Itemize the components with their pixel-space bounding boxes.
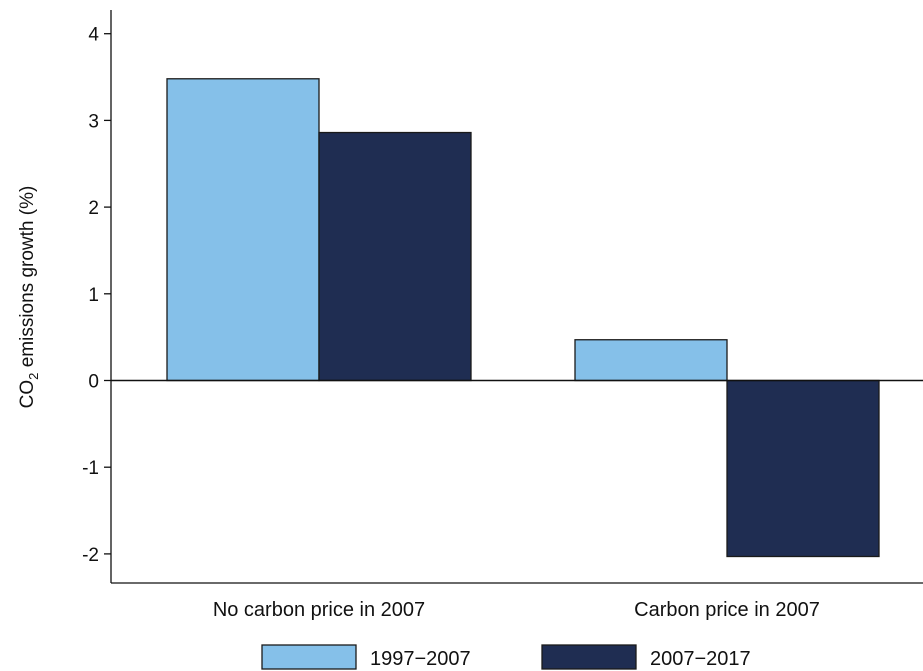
y-tick-label: 1 [88,285,99,306]
x-category-label: Carbon price in 2007 [634,599,820,621]
y-tick-label: 3 [88,111,99,132]
y-axis-title-prefix: CO [17,380,38,409]
y-axis-title-suffix: emissions growth (%) [17,186,38,373]
legend-swatch [261,644,357,670]
plot-area [111,78,923,558]
y-axis-title-subscript: 2 [26,373,41,380]
bar-2-2 [726,379,880,558]
bar-1-1 [166,78,320,382]
x-category-label: No carbon price in 2007 [213,599,425,621]
bar-1-2 [574,339,728,382]
y-tick-label: 2 [88,198,99,219]
legend-label: 2007−2017 [650,648,751,670]
bar-2-1 [318,131,472,382]
y-tick-label: -1 [82,458,99,479]
y-tick-label: 4 [88,25,99,46]
x-axis: No carbon price in 2007 Carbon price in 2… [111,582,923,621]
legend-swatch [541,644,637,670]
y-tick-label: -2 [82,545,99,566]
y-axis-title: CO2 emissions growth (%) [17,186,41,409]
legend-label: 1997−2007 [370,648,471,670]
y-tick-label: 0 [88,372,99,393]
legend: 1997−2007 2007−2017 [261,644,751,670]
y-axis: 4 3 2 1 0 -1 -2 [82,10,112,583]
